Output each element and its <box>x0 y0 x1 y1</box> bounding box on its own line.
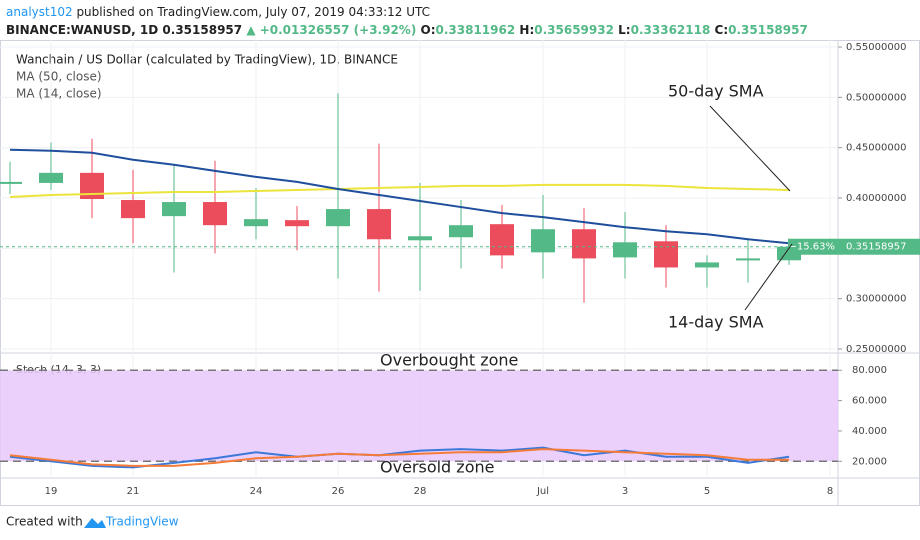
annotation: 50-day SMA <box>668 82 764 101</box>
ohlc-value: 0.33362118 <box>631 23 711 37</box>
header-line: analyst102 published on TradingView.com,… <box>6 5 430 19</box>
y-tick-label: 80.000 <box>852 365 887 376</box>
x-tick-label: 8 <box>827 486 833 497</box>
stoch-band <box>0 370 838 462</box>
legend-entry: MA (50, close) <box>16 70 102 84</box>
annotation: 14-day SMA <box>668 313 764 332</box>
candle-body <box>613 242 637 258</box>
change-label: −15.63% <box>788 242 835 253</box>
y-tick-label: 0.30000000 <box>846 294 906 305</box>
candle-body <box>285 220 309 227</box>
price-label: 0.35158957 <box>846 242 906 253</box>
candle-body <box>121 200 145 219</box>
footer-created: Created with <box>6 515 83 529</box>
candle-body <box>572 229 596 259</box>
y-tick-label: 0.50000000 <box>846 92 906 103</box>
y-tick-label: 0.40000000 <box>846 193 906 204</box>
candle-body <box>531 229 555 253</box>
symbol-line: BINANCE:WANUSD, 1D 0.35158957 ▲ +0.01326… <box>6 23 808 37</box>
y-tick-label: 0.25000000 <box>846 344 906 355</box>
price-box <box>838 238 920 255</box>
ohlc-label: C: <box>715 23 729 37</box>
x-tick-label: 24 <box>250 486 263 497</box>
ohlc-label: L: <box>618 23 630 37</box>
ohlc-value: 0.35659932 <box>534 23 614 37</box>
candle-body <box>736 258 760 261</box>
y-tick-label: 0.45000000 <box>846 143 906 154</box>
x-tick-label: Jul <box>536 486 549 497</box>
logo <box>84 518 106 528</box>
footer-brand[interactable]: TradingView <box>105 515 179 529</box>
published: published on TradingView.com, July 07, 2… <box>76 5 430 19</box>
candle-body <box>39 172 63 183</box>
y-tick-label: 40.000 <box>852 426 887 437</box>
x-tick-label: 5 <box>704 486 710 497</box>
legend-entry: MA (14, close) <box>16 87 102 101</box>
annotation-arrow <box>709 105 791 192</box>
candle-body <box>490 224 514 256</box>
candle-body <box>449 225 473 238</box>
ohlc-label: O: <box>421 23 436 37</box>
ohlc-value: 0.35158957 <box>728 23 808 37</box>
candle-body <box>326 209 350 227</box>
y-tick-label: 20.000 <box>852 456 887 467</box>
candle-body <box>367 209 391 240</box>
candle-body <box>654 241 678 268</box>
candle-body <box>408 236 432 241</box>
annotation: Overbought zone <box>380 351 518 370</box>
y-tick-label: 0.55000000 <box>846 42 906 53</box>
x-tick-label: 19 <box>45 486 58 497</box>
candle-body <box>0 181 22 184</box>
y-tick-label: 60.000 <box>852 396 887 407</box>
x-tick-label: 28 <box>414 486 427 497</box>
x-tick-label: 3 <box>622 486 628 497</box>
x-tick-label: 21 <box>127 486 140 497</box>
ohlc-value: 0.33811962 <box>436 23 516 37</box>
candle-body <box>162 202 186 217</box>
series-line <box>9 448 789 467</box>
x-tick-label: 26 <box>332 486 345 497</box>
ohlc-label: H: <box>519 23 534 37</box>
author[interactable]: analyst102 <box>6 5 73 19</box>
change-box <box>788 238 838 255</box>
symbol: BINANCE:WANUSD, 1D <box>6 23 158 37</box>
annotation: Oversold zone <box>380 458 494 477</box>
series-line <box>9 148 790 245</box>
candle-body <box>695 262 719 268</box>
candle-body <box>203 202 227 226</box>
series-line <box>9 183 790 199</box>
candle-body <box>244 219 268 227</box>
annotation-arrow <box>744 243 793 311</box>
last: 0.35158957 <box>162 23 242 37</box>
change: ▲ +0.01326557 (+3.92%) <box>246 23 416 37</box>
chart-title: Wanchain / US Dollar (calculated by Trad… <box>16 53 398 67</box>
